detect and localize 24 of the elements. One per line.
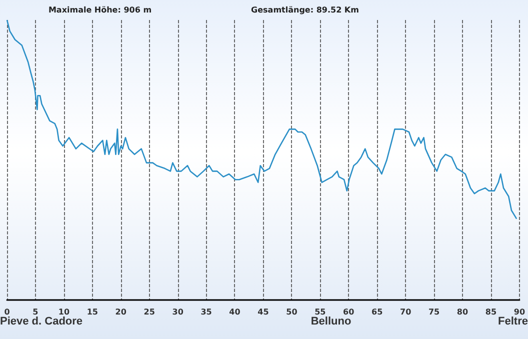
text: Feltre — [498, 316, 528, 328]
x-tick-label: 90 — [514, 308, 526, 316]
x-tick-label: 50 — [286, 308, 298, 316]
text: Belluno — [310, 316, 352, 328]
chart-subtitle: Gesamtlänge: 89.52 Km — [251, 6, 359, 14]
x-tick-label: 30 — [172, 308, 184, 316]
x-tick-label: 80 — [456, 308, 468, 316]
x-tick-label: 20 — [115, 308, 127, 316]
x-tick-label: 35 — [200, 308, 212, 316]
x-tick-label: 25 — [144, 308, 156, 316]
x-tick-label: 60 — [343, 308, 355, 316]
text: Pieve d. Cadore — [0, 316, 83, 328]
x-tick-label: 5 — [32, 308, 39, 316]
x-tick-label: 0 — [4, 308, 10, 316]
x-tick-label: 65 — [372, 308, 384, 316]
x-tick-label: 85 — [485, 308, 497, 316]
x-tick-label: 15 — [86, 308, 98, 316]
x-tick-label: 55 — [314, 308, 326, 316]
x-tick-label: 70 — [400, 308, 412, 316]
x-tick-label: 75 — [428, 308, 440, 316]
x-tick-label: 45 — [258, 308, 270, 316]
x-tick-label: 10 — [58, 308, 70, 316]
chart-title: Maximale Höhe: 906 m — [48, 6, 152, 14]
x-tick-label: 40 — [229, 308, 241, 316]
